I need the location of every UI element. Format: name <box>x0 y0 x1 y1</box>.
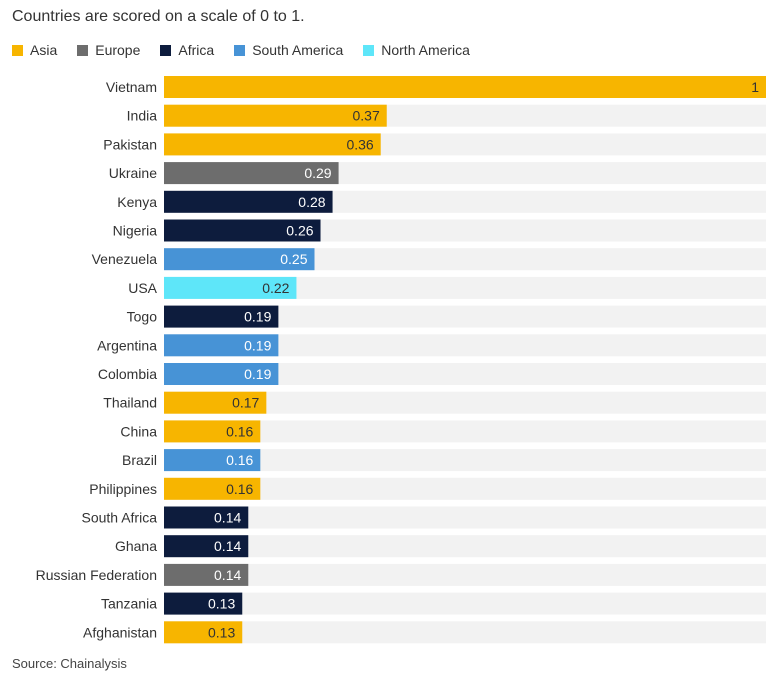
legend-swatch <box>12 44 23 56</box>
value-label: 0.17 <box>232 395 259 411</box>
value-label: 0.36 <box>346 136 373 152</box>
category-label: China <box>120 423 157 439</box>
bar-togo <box>164 305 279 328</box>
bar-venezuela <box>164 248 315 271</box>
category-label: Ghana <box>115 538 157 554</box>
value-label: 0.16 <box>226 423 253 439</box>
bar-south-africa <box>164 506 249 529</box>
bar-russian-federation <box>164 563 249 586</box>
bar-tanzania <box>164 592 243 615</box>
category-label: South Africa <box>82 510 158 526</box>
bar-kenya <box>164 190 333 213</box>
bar-track <box>164 276 766 299</box>
value-label: 0.28 <box>298 194 325 210</box>
legend-swatch <box>234 44 246 56</box>
legend-swatch <box>77 44 89 56</box>
value-label: 0.19 <box>244 309 271 325</box>
category-label: Ukraine <box>109 165 157 181</box>
bar-track <box>164 535 766 558</box>
category-label: Venezuela <box>92 251 158 267</box>
bar-thailand <box>164 391 267 414</box>
value-label: 0.16 <box>226 452 253 468</box>
bar-argentina <box>164 334 279 357</box>
bar-track <box>164 506 766 529</box>
legend-item-south-america: South America <box>234 42 343 58</box>
category-label: Argentina <box>97 337 157 353</box>
category-label: Vietnam <box>106 79 157 95</box>
legend-swatch <box>160 44 172 56</box>
category-label: Pakistan <box>103 136 157 152</box>
bar-colombia <box>164 363 279 385</box>
legend-label: Asia <box>30 42 58 58</box>
legend-label: South America <box>252 42 344 58</box>
legend-item-europe: Europe <box>77 42 140 58</box>
value-label: 0.14 <box>214 538 241 554</box>
legend-label: North America <box>381 42 470 58</box>
value-label: 0.25 <box>280 251 307 267</box>
value-label: 0.29 <box>304 165 331 181</box>
category-label: USA <box>128 280 157 296</box>
category-label: India <box>127 108 158 124</box>
value-label: 0.16 <box>226 481 253 497</box>
value-label: 0.13 <box>208 624 235 640</box>
bar-philippines <box>164 477 261 500</box>
category-label: Kenya <box>117 194 157 210</box>
category-label: Afghanistan <box>83 624 157 640</box>
bar-track <box>164 391 766 414</box>
bar-ghana <box>164 535 249 558</box>
bar-track <box>164 621 766 644</box>
value-label: 0.26 <box>286 223 313 239</box>
bar-track <box>164 563 766 586</box>
legend-item-asia: Asia <box>12 42 57 58</box>
category-label: Nigeria <box>113 223 158 239</box>
value-label: 1 <box>751 79 759 95</box>
category-label: Thailand <box>103 395 157 411</box>
value-label: 0.22 <box>262 280 289 296</box>
chart-subtitle: Countries are scored on a scale of 0 to … <box>12 8 305 25</box>
legend: Asia Europe Africa South America North Ameri… <box>12 42 490 58</box>
bar-track <box>164 420 766 443</box>
bar-nigeria <box>164 219 321 242</box>
bar-ukraine <box>164 162 339 185</box>
bar-track <box>164 449 766 472</box>
bar-pakistan <box>164 133 381 156</box>
legend-item-africa: Africa <box>160 42 214 58</box>
bar-usa <box>164 276 297 299</box>
value-label: 0.19 <box>244 337 271 353</box>
category-label: Philippines <box>89 481 157 497</box>
bar-track <box>164 334 766 357</box>
bar-afghanistan <box>164 621 243 644</box>
value-label: 0.37 <box>352 108 379 124</box>
bar-track <box>164 363 766 385</box>
bar-track <box>164 305 766 328</box>
value-label: 0.19 <box>244 366 271 382</box>
category-label: Russian Federation <box>36 567 157 583</box>
value-label: 0.14 <box>214 567 241 583</box>
bar-track <box>164 592 766 615</box>
category-label: Tanzania <box>101 596 157 612</box>
legend-swatch <box>363 44 375 56</box>
bar-india <box>164 104 387 127</box>
legend-label: Africa <box>178 42 215 58</box>
bar-track <box>164 477 766 500</box>
category-label: Togo <box>127 309 158 325</box>
bar-china <box>164 420 261 443</box>
bar-chart: Vietnam 1 India 0.37 Pakistan 0.36 Ukraine 0.29… <box>36 76 766 644</box>
source-note: Source: Chainalysis <box>12 656 127 671</box>
category-label: Colombia <box>98 366 157 382</box>
category-label: Brazil <box>122 452 157 468</box>
bar-vietnam <box>164 76 766 98</box>
bar-brazil <box>164 449 261 472</box>
value-label: 0.13 <box>208 596 235 612</box>
legend-label: Europe <box>95 42 141 58</box>
legend-item-north-america: North America <box>363 42 470 58</box>
value-label: 0.14 <box>214 510 241 526</box>
